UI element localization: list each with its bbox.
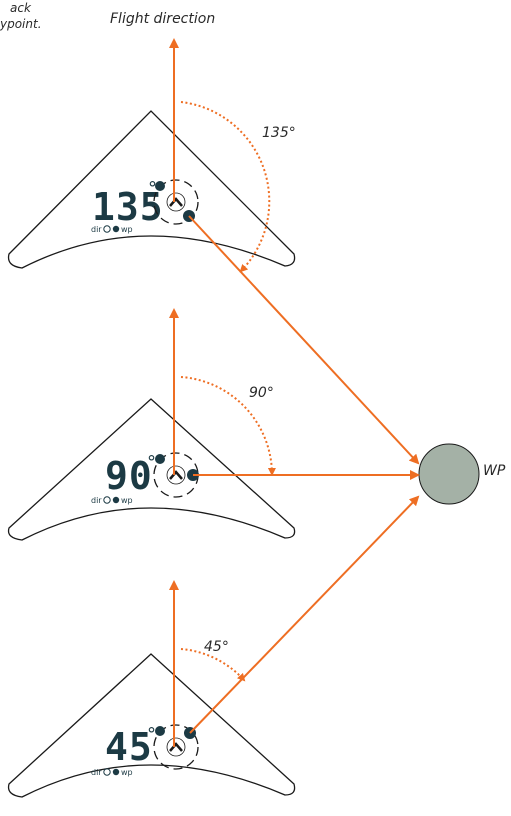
glider-center — [166, 737, 186, 757]
angle-label: 90° — [249, 385, 274, 401]
instrument-45: 45 ° dir wp 45° — [7, 495, 420, 798]
legend-wp: wp — [121, 768, 133, 777]
chevron-up-icon — [169, 742, 183, 752]
angle-label: 45° — [204, 639, 229, 655]
legend-dir: dir — [91, 496, 102, 505]
instrument-90: 90 ° dir wp 90° — [7, 308, 420, 541]
heading-readout: 45 — [105, 725, 153, 769]
waypoint-bearing-arrow — [189, 495, 420, 734]
wp-legend-icon — [112, 768, 120, 776]
degree-symbol: ° — [148, 178, 157, 199]
dir-legend-icon — [103, 768, 111, 776]
heading-readout: 135 — [92, 185, 164, 229]
direction-ring — [153, 724, 199, 770]
angle-label: 135° — [262, 125, 296, 141]
instrument-135: 135 ° dir wp 135° — [7, 38, 420, 465]
waypoint-label: WP — [483, 463, 506, 479]
glider-body — [7, 398, 296, 541]
partial-note-line1: ack — [10, 1, 32, 15]
waypoint-bearing-arrow — [188, 215, 420, 465]
angle-arc — [180, 376, 276, 476]
direction-marker-dot — [155, 181, 165, 191]
glider-body — [7, 110, 296, 269]
degree-symbol: ° — [147, 724, 156, 745]
legend-wp: wp — [121, 225, 133, 234]
waypoint-circle — [418, 443, 480, 505]
glider-center — [166, 465, 186, 485]
direction-marker-dot — [155, 726, 165, 736]
wp-legend-icon — [112, 496, 120, 504]
dir-legend-icon — [103, 496, 111, 504]
dir-legend-icon — [103, 225, 111, 233]
heading-readout: 90 — [105, 454, 153, 498]
wp-legend-icon — [112, 225, 120, 233]
direction-marker-dot — [155, 454, 165, 464]
partial-note-line2: ypoint. — [0, 17, 42, 31]
angle-arc — [180, 101, 271, 273]
legend-dir: dir — [91, 768, 102, 777]
degree-symbol: ° — [147, 452, 156, 473]
chevron-up-icon — [169, 197, 183, 207]
flight-direction-title: Flight direction — [110, 11, 215, 27]
chevron-up-icon — [169, 470, 183, 480]
legend-wp: wp — [121, 496, 133, 505]
direction-ring — [153, 179, 199, 225]
legend-dir: dir — [91, 225, 102, 234]
glider-center — [166, 192, 186, 212]
glider-body — [7, 653, 296, 798]
